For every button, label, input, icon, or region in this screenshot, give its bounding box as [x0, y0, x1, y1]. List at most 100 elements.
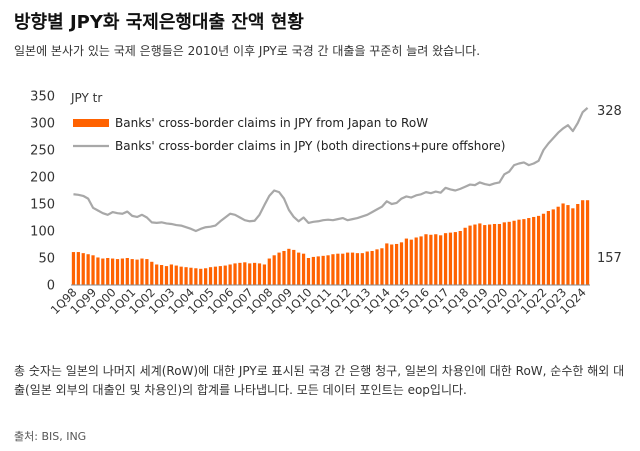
- bar: [106, 258, 110, 285]
- bar: [267, 258, 271, 285]
- bar: [336, 253, 340, 285]
- bar: [585, 200, 590, 285]
- bar: [86, 254, 90, 285]
- bar: [306, 258, 311, 285]
- bar: [262, 264, 267, 285]
- bar: [556, 206, 560, 285]
- bar: [311, 256, 315, 285]
- bar: [439, 235, 443, 285]
- line-series: [73, 107, 589, 233]
- bar: [252, 262, 257, 285]
- x-axis: 1Q981Q991Q001Q011Q021Q031Q041Q051Q061Q07…: [48, 284, 590, 317]
- bar: [257, 263, 262, 285]
- bar: [194, 268, 198, 285]
- bar: [576, 204, 580, 285]
- bar: [164, 266, 169, 285]
- bar: [541, 213, 546, 285]
- bar: [546, 211, 550, 285]
- bar: [443, 233, 448, 285]
- bar: [248, 263, 252, 285]
- bar: [204, 268, 208, 285]
- y-tick-label: 200: [30, 171, 55, 186]
- bar: [140, 258, 144, 285]
- bar: [429, 234, 433, 285]
- bar: [355, 253, 360, 285]
- bar: [316, 256, 320, 285]
- legend-swatch-bar: [73, 119, 109, 127]
- bar: [76, 252, 80, 285]
- bar: [238, 262, 242, 285]
- bar: [223, 265, 227, 285]
- bar: [478, 223, 482, 285]
- bar: [326, 255, 330, 285]
- bar: [120, 258, 125, 285]
- bar: [277, 252, 281, 285]
- bar: [434, 234, 438, 285]
- bar: [71, 252, 76, 285]
- bar: [522, 219, 526, 285]
- bar: [453, 232, 457, 285]
- bar: [179, 266, 183, 285]
- bar: [189, 267, 193, 285]
- bar: [419, 236, 423, 285]
- y-axis: 0 50 100 150 200 250 300 350: [30, 90, 55, 294]
- bar: [424, 234, 428, 285]
- bar: [497, 223, 502, 285]
- bar: [404, 238, 409, 285]
- bar: [566, 205, 570, 285]
- y-tick-label: 350: [30, 90, 55, 105]
- bar: [561, 203, 565, 285]
- bar: [297, 252, 301, 285]
- bar: [532, 216, 536, 285]
- bar: [527, 218, 531, 285]
- bar: [199, 268, 203, 285]
- bar: [488, 224, 492, 285]
- bar: [409, 239, 413, 285]
- bar: [130, 259, 134, 285]
- bar: [301, 253, 306, 285]
- bar: [91, 255, 95, 285]
- legend-label-bar: Banks' cross-border claims in JPY from J…: [115, 116, 428, 130]
- bar: [458, 231, 462, 285]
- bar: [213, 266, 218, 285]
- bar: [551, 209, 555, 285]
- chart-area: 0 50 100 150 200 250 300 350 JPY tr 1Q981Q991Q0…: [30, 90, 622, 318]
- bar: [125, 258, 129, 285]
- y-tick-label: 0: [47, 279, 55, 294]
- bar: [394, 243, 399, 285]
- bar: [399, 242, 404, 285]
- bar: [150, 261, 154, 285]
- legend-label-line: Banks' cross-border claims in JPY (both …: [115, 139, 505, 153]
- y-tick-label: 250: [30, 144, 55, 159]
- bar: [536, 215, 541, 285]
- bar: [184, 267, 188, 285]
- bar: [463, 227, 467, 285]
- bar: [331, 254, 335, 285]
- bar: [159, 265, 164, 285]
- bar: [282, 250, 286, 285]
- bar: [581, 200, 585, 285]
- bar: [135, 259, 139, 285]
- bar: [341, 253, 345, 285]
- bar: [380, 248, 384, 285]
- bar: [174, 265, 178, 285]
- y-tick-label: 100: [30, 225, 55, 240]
- bar: [468, 225, 472, 285]
- bar: [233, 263, 237, 285]
- chart-title: 방향별 JPY화 국제은행대출 잔액 현황: [14, 12, 304, 33]
- bar: [218, 266, 222, 285]
- y-tick-label: 150: [30, 198, 55, 213]
- bar: [512, 220, 516, 285]
- bar: [111, 258, 115, 285]
- bar: [96, 257, 100, 285]
- y-tick-label: 50: [38, 252, 55, 267]
- bar: [145, 259, 149, 285]
- bar: [473, 224, 477, 285]
- bar: [370, 250, 374, 285]
- legend: Banks' cross-border claims in JPY from J…: [73, 116, 505, 153]
- bar: [507, 221, 511, 285]
- bar: [502, 222, 506, 285]
- bar: [390, 244, 394, 285]
- bar: [360, 253, 364, 285]
- bar: [101, 258, 105, 285]
